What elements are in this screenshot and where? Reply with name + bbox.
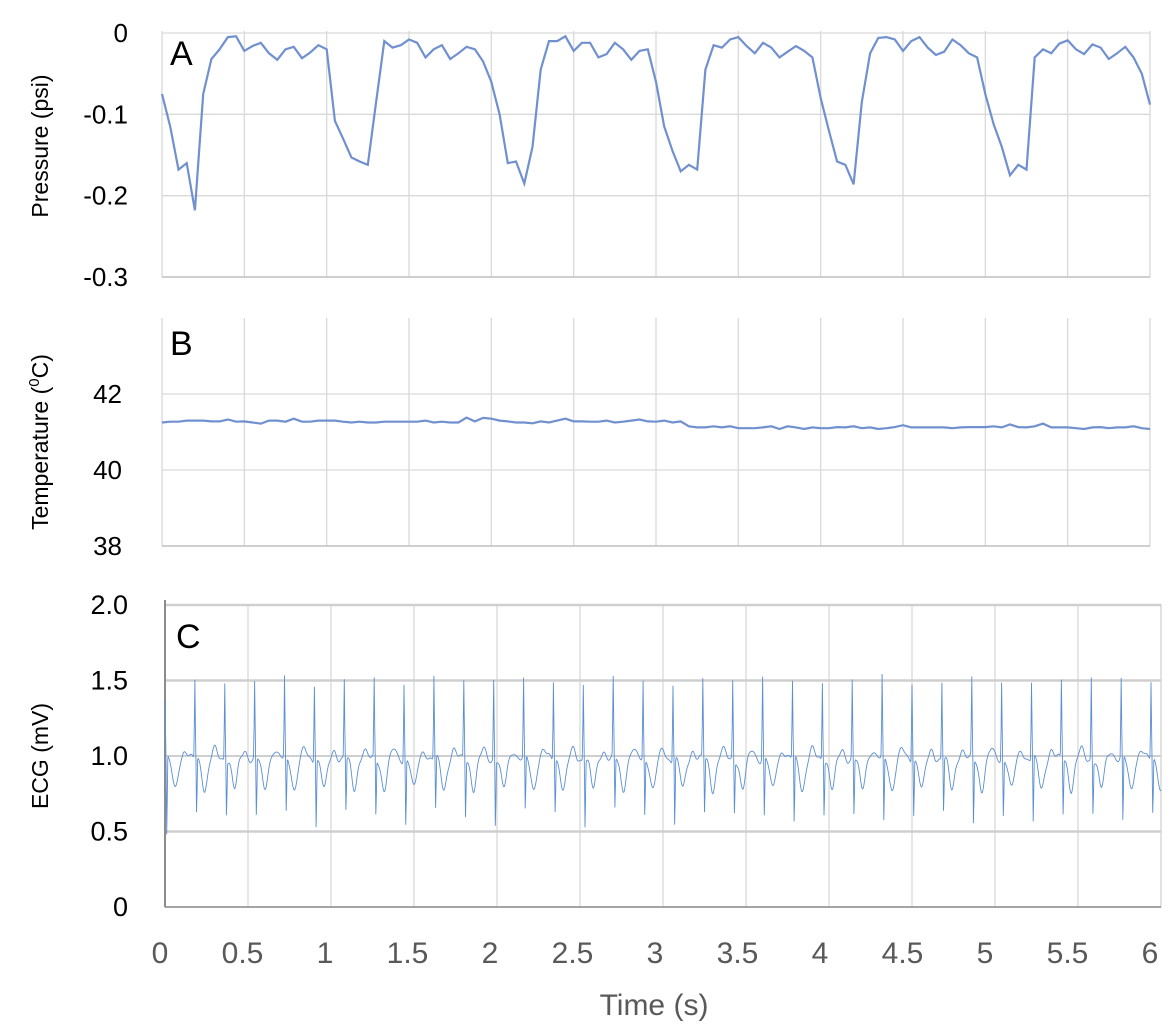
panel-b-y-tick-label: 38	[93, 531, 122, 561]
panel-b-gridlines	[161, 318, 1151, 546]
x-tick-label: 5	[977, 937, 994, 970]
panel-a-y-axis-label: Pressure (psi)	[27, 74, 53, 217]
panel-c-y-tick-label: 2.0	[90, 590, 128, 620]
panel-b-y-tick-labels: 38 40 42	[93, 379, 122, 561]
panel-a-label: A	[170, 35, 193, 73]
panel-a-y-tick-label: -0.1	[83, 99, 128, 129]
x-tick-label: 2	[482, 937, 499, 970]
panel-b-y-axis-label-superscript: 0	[26, 378, 43, 386]
x-tick-label: 0	[152, 937, 169, 970]
x-axis-label: Time (s)	[600, 989, 709, 1022]
x-tick-label: 6	[1142, 937, 1159, 970]
panel-a-y-tick-label: -0.3	[83, 262, 128, 292]
panel-b-y-tick-label: 40	[93, 455, 122, 485]
panel-c-y-tick-label: 0.5	[90, 817, 128, 847]
x-tick-label: 4.5	[882, 937, 924, 970]
panel-b-y-axis-label-tail: C)	[27, 354, 53, 378]
x-tick-label: 1.5	[387, 937, 429, 970]
panel-c-ecg: 00.51.01.52.0 0 0.5 1 1.5 2 2.5 3 3.5 4 4.5 5 5.5 6 …	[27, 590, 1162, 1022]
panel-a-gridlines	[161, 31, 1151, 277]
x-tick-label: 3	[647, 937, 664, 970]
panel-a-y-tick-label: 0	[114, 18, 128, 48]
panel-a-y-tick-labels: 0 -0.1 -0.2 -0.3	[83, 18, 128, 292]
panel-c-y-tick-label: 0	[113, 892, 128, 922]
x-tick-label: 4	[812, 937, 829, 970]
panel-b-temperature: 38 40 42 Temperature (0C) B	[26, 318, 1151, 561]
panel-c-y-tick-label: 1.0	[90, 741, 128, 771]
panel-b-y-tick-label: 42	[93, 379, 122, 409]
panel-c-label: C	[176, 618, 201, 656]
panel-c-y-tick-label: 1.5	[90, 666, 128, 696]
x-tick-label: 5.5	[1047, 937, 1089, 970]
panel-b-y-axis-label-main: Temperature (	[27, 386, 53, 530]
panel-b-y-axis-label: Temperature (0C)	[26, 354, 53, 530]
panel-a-pressure: 0 -0.1 -0.2 -0.3 Pressure (psi) A	[27, 18, 1152, 292]
panel-a-pressure-series	[160, 34, 1152, 211]
x-tick-label: 0.5	[222, 937, 264, 970]
panel-c-gridlines	[165, 603, 1162, 907]
panel-c-y-axis-label: ECG (mV)	[27, 703, 53, 809]
x-tick-label: 3.5	[717, 937, 759, 970]
panel-c-y-tick-labels: 0 0.5 1.0 1.5 2.0	[90, 590, 128, 922]
panel-a-y-tick-label: -0.2	[83, 181, 128, 211]
panel-c-ecg-series	[164, 673, 1162, 835]
panel-c-x-tick-labels: 0 0.5 1 1.5 2 2.5 3 3.5 4 4.5 5 5.5 6	[152, 937, 1159, 970]
panel-b-label: B	[170, 325, 193, 363]
x-tick-label: 1	[317, 937, 334, 970]
x-tick-label: 2.5	[552, 937, 594, 970]
panel-b-temperature-series	[161, 416, 1151, 431]
